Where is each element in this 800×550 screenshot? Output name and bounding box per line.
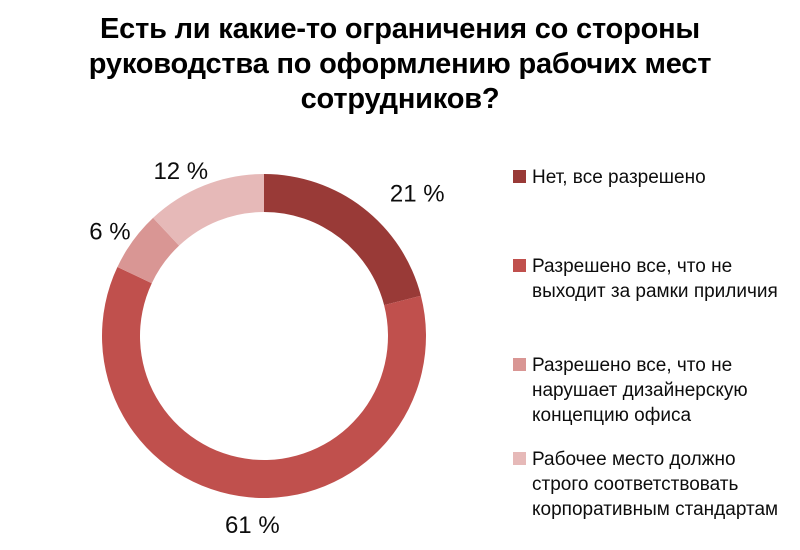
legend-label: Разрешено все, что не выходит за рамки п… <box>532 256 778 302</box>
legend-item: Нет, все разрешено <box>513 165 706 190</box>
slice-percent-label: 12 % <box>153 158 208 185</box>
legend-label: Нет, все разрешено <box>532 167 706 188</box>
legend-label: Рабочее место должно строго соответствов… <box>532 449 779 520</box>
legend-swatch <box>513 452 526 465</box>
legend-item: Рабочее место должно строго соответствов… <box>513 447 778 522</box>
legend-swatch <box>513 358 526 371</box>
chart-title: Есть ли какие-то ограничения со стороны … <box>88 13 712 115</box>
donut-segment <box>264 174 421 306</box>
donut-chart: 21 % 61 % 6 % 12 % <box>89 158 445 539</box>
donut-segment <box>101 267 426 498</box>
legend-item: Разрешено все, что не выходит за рамки п… <box>513 254 778 304</box>
slice-percent-label: 21 % <box>390 180 445 207</box>
legend-swatch <box>513 259 526 272</box>
legend-label: Разрешено все, что не нарушает дизайнерс… <box>532 355 748 426</box>
legend-item: Разрешено все, что не нарушает дизайнерс… <box>513 353 748 428</box>
donut-segment <box>117 217 180 284</box>
slice-percent-label: 6 % <box>89 218 130 245</box>
legend-swatch <box>513 170 526 183</box>
legend: Нет, все разрешено Разрешено все, что не … <box>513 0 793 550</box>
slice-percent-label: 61 % <box>225 512 280 539</box>
donut-segment <box>153 174 264 246</box>
